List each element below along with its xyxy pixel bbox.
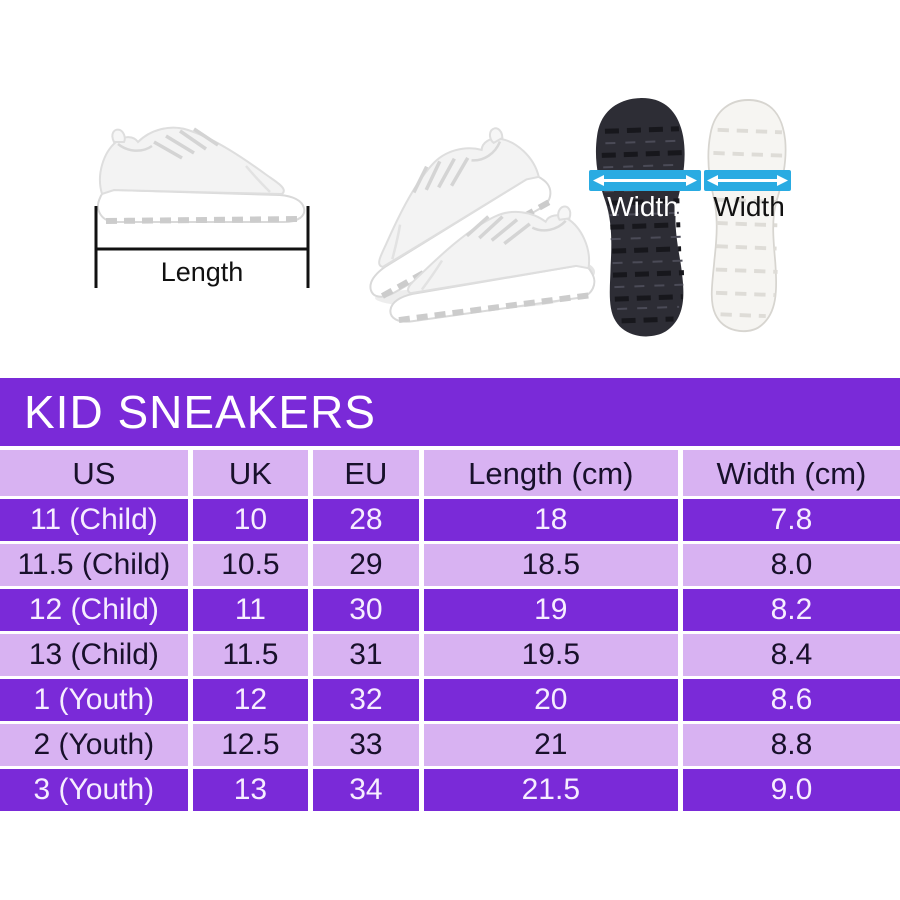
cell-us: 11 (Child) xyxy=(0,499,188,541)
cell-eu: 29 xyxy=(313,544,419,586)
width-arrow-black-sole xyxy=(589,170,701,191)
cell-length: 21.5 xyxy=(423,769,678,811)
cell-width: 8.8 xyxy=(682,724,900,766)
cell-us: 12 (Child) xyxy=(0,589,188,631)
cell-eu: 33 xyxy=(313,724,419,766)
cell-width: 7.8 xyxy=(682,499,900,541)
cell-width: 8.4 xyxy=(682,634,900,676)
cell-length: 19 xyxy=(423,589,678,631)
width-measure-label-black-sole: Width xyxy=(607,191,679,222)
cell-width: 9.0 xyxy=(682,769,900,811)
header-cell-us: US xyxy=(0,450,188,496)
cell-eu: 32 xyxy=(313,679,419,721)
width-arrow-white-sole xyxy=(704,170,791,191)
cell-eu: 34 xyxy=(313,769,419,811)
cell-length: 18 xyxy=(423,499,678,541)
header-cell-eu: EU xyxy=(313,450,419,496)
header-cell-uk: UK xyxy=(192,450,309,496)
measurement-illustrations-svg: Length xyxy=(94,96,791,338)
cell-length: 19.5 xyxy=(423,634,678,676)
measurement-illustrations: Length xyxy=(0,0,900,378)
cell-width: 8.0 xyxy=(682,544,900,586)
length-bracket xyxy=(94,206,310,288)
cell-eu: 28 xyxy=(313,499,419,541)
side-view-sneaker xyxy=(98,128,304,222)
title-banner: KID SNEAKERS xyxy=(0,378,900,446)
width-measure-label-white-sole: Width xyxy=(713,191,785,222)
table-title: KID SNEAKERS xyxy=(24,386,376,438)
cell-uk: 12.5 xyxy=(192,724,309,766)
size-table: US UK EU Length (cm) Width (cm) 11 (Chil… xyxy=(0,450,900,811)
cell-eu: 31 xyxy=(313,634,419,676)
cell-uk: 11.5 xyxy=(192,634,309,676)
cell-eu: 30 xyxy=(313,589,419,631)
cell-uk: 12 xyxy=(192,679,309,721)
cell-us: 1 (Youth) xyxy=(0,679,188,721)
cell-uk: 10.5 xyxy=(192,544,309,586)
black-sole xyxy=(594,96,692,338)
cell-length: 21 xyxy=(423,724,678,766)
header-cell-width: Width (cm) xyxy=(682,450,900,496)
cell-width: 8.6 xyxy=(682,679,900,721)
length-measure-label: Length xyxy=(161,257,244,287)
cell-us: 13 (Child) xyxy=(0,634,188,676)
cell-length: 18.5 xyxy=(423,544,678,586)
cell-width: 8.2 xyxy=(682,589,900,631)
cell-uk: 10 xyxy=(192,499,309,541)
header-cell-length: Length (cm) xyxy=(423,450,678,496)
cell-uk: 11 xyxy=(192,589,309,631)
cell-length: 20 xyxy=(423,679,678,721)
cell-us: 3 (Youth) xyxy=(0,769,188,811)
white-sole xyxy=(701,97,789,334)
cell-us: 2 (Youth) xyxy=(0,724,188,766)
pair-sneakers xyxy=(330,117,596,324)
cell-us: 11.5 (Child) xyxy=(0,544,188,586)
cell-uk: 13 xyxy=(192,769,309,811)
